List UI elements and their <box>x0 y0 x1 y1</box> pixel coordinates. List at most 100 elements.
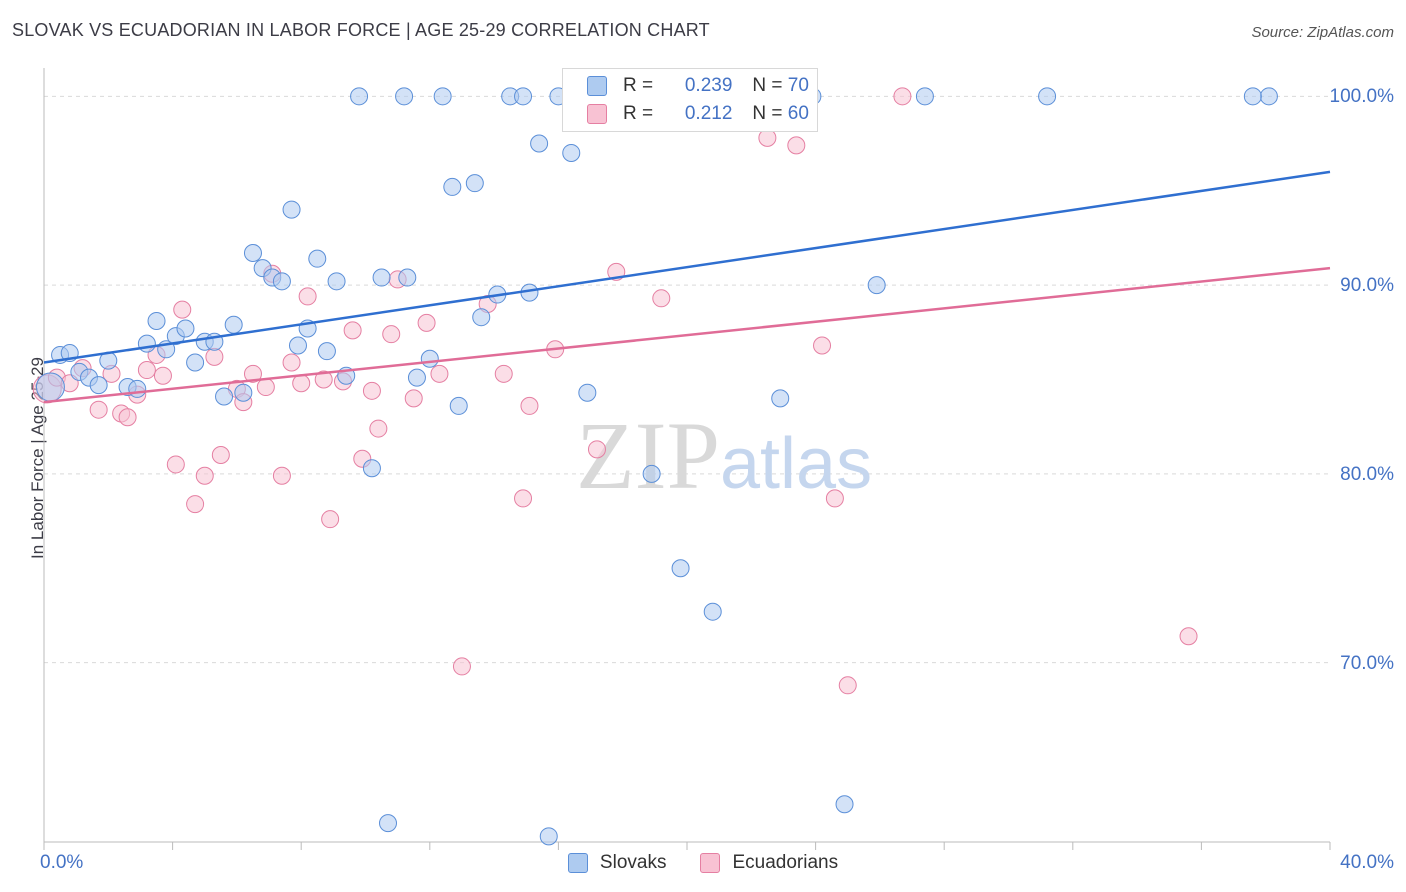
ecuadorian-point <box>314 370 333 389</box>
slovak-point <box>89 376 108 395</box>
slovak-point <box>703 602 722 621</box>
slovak-point <box>272 272 291 291</box>
ecuadorian-point <box>452 657 471 676</box>
ecuadorians-swatch <box>587 104 607 124</box>
slovak-point <box>379 814 398 833</box>
slovak-point <box>243 244 262 263</box>
ecuadorian-point <box>298 287 317 306</box>
ecuadorian-point <box>382 325 401 344</box>
slovak-point <box>1259 87 1278 106</box>
slovak-point <box>176 319 195 338</box>
legend-r-value: 0.212 <box>684 103 733 124</box>
slovak-point <box>1243 87 1262 106</box>
slovak-point <box>530 134 549 153</box>
slovaks-trend-line <box>43 170 1331 364</box>
slovak-point <box>215 387 234 406</box>
legend-r-label: R = <box>623 75 654 96</box>
legend-r-value: 0.239 <box>684 75 733 96</box>
series-legend: Slovaks Ecuadorians <box>0 852 1406 874</box>
slovak-point <box>308 249 327 268</box>
slovak-point <box>433 87 452 106</box>
ecuadorian-point <box>195 466 214 485</box>
ecuadorian-point <box>893 87 912 106</box>
chart-title: SLOVAK VS ECUADORIAN IN LABOR FORCE | AG… <box>12 20 710 40</box>
slovak-point <box>350 87 369 106</box>
slovak-point <box>642 464 661 483</box>
legend-item-ecuadorians[interactable]: Ecuadorians <box>700 852 838 874</box>
y-tick-label: 90.0% <box>1340 275 1394 297</box>
ecuadorian-point <box>652 289 671 308</box>
legend-item-slovaks[interactable]: Slovaks <box>567 852 666 874</box>
x-tick-label: 40.0% <box>1340 852 1394 873</box>
ecuadorian-point <box>813 336 832 355</box>
ecuadorians-trend-line <box>43 266 1331 404</box>
ecuadorian-point <box>838 676 857 695</box>
ecuadorian-point <box>256 378 275 397</box>
slovak-point <box>539 827 558 846</box>
slovak-point <box>562 143 581 162</box>
slovak-point <box>128 379 147 398</box>
slovak-point <box>186 353 205 372</box>
legend-label-ecuadorians: Ecuadorians <box>732 852 839 873</box>
slovak-point <box>578 383 597 402</box>
ecuadorian-point <box>520 396 539 415</box>
slovak-point <box>420 349 439 368</box>
slovak-point <box>1038 87 1057 106</box>
watermark-atlas: atlas <box>720 424 872 504</box>
ecuadorian-point <box>430 364 449 383</box>
ecuadorian-point <box>166 455 185 474</box>
slovak-point <box>282 200 301 219</box>
slovak-point <box>372 268 391 287</box>
slovak-point <box>915 87 934 106</box>
slovak-point <box>288 336 307 355</box>
legend-r-label: R = <box>623 103 654 124</box>
ecuadorian-point <box>173 300 192 319</box>
slovak-point <box>465 174 484 193</box>
slovak-point <box>35 372 65 402</box>
ecuadorian-point <box>417 313 436 332</box>
legend-n-value: 70 <box>787 75 809 96</box>
slovaks-swatch <box>587 76 607 96</box>
slovak-point <box>398 268 417 287</box>
legend-row-ecuadorians: R = 0.212 N = 60 <box>587 101 809 127</box>
slovak-point <box>449 396 468 415</box>
y-tick-label: 70.0% <box>1340 652 1394 674</box>
ecuadorian-point <box>205 347 224 366</box>
legend-n-label: N = <box>752 75 783 96</box>
ecuadorian-point <box>494 364 513 383</box>
ecuadorian-point <box>137 361 156 380</box>
slovak-point <box>671 559 690 578</box>
ecuadorian-point <box>343 321 362 340</box>
legend-n-value: 60 <box>787 103 809 124</box>
ecuadorian-point <box>89 400 108 419</box>
ecuadorian-point <box>362 381 381 400</box>
ecuadorian-point <box>787 136 806 155</box>
slovak-point <box>867 276 886 295</box>
ecuadorian-point <box>1179 627 1198 646</box>
ecuadorian-point <box>587 440 606 459</box>
ecuadorian-point <box>282 353 301 372</box>
ecuadorian-point <box>321 510 340 529</box>
ecuadorian-point <box>186 495 205 514</box>
slovak-point <box>443 177 462 196</box>
y-tick-label: 100.0% <box>1329 86 1394 108</box>
ecuadorian-point <box>243 364 262 383</box>
ecuadorian-point <box>211 446 230 464</box>
slovak-point <box>514 87 533 106</box>
slovak-point <box>362 459 381 478</box>
slovak-point <box>147 311 166 330</box>
ecuadorian-point <box>369 419 388 438</box>
slovak-point <box>472 308 491 327</box>
ecuadorian-point <box>404 389 423 408</box>
source-label: Source: ZipAtlas.com <box>1251 24 1394 41</box>
ecuadorian-point <box>272 466 291 485</box>
slovak-point <box>395 87 414 106</box>
slovak-point <box>137 334 156 353</box>
ecuadorian-point <box>118 408 137 427</box>
slovak-point <box>835 795 854 814</box>
x-tick-label: 0.0% <box>40 852 84 873</box>
ecuadorian-point <box>514 489 533 508</box>
slovak-point <box>234 383 253 402</box>
slovak-point <box>327 272 346 291</box>
